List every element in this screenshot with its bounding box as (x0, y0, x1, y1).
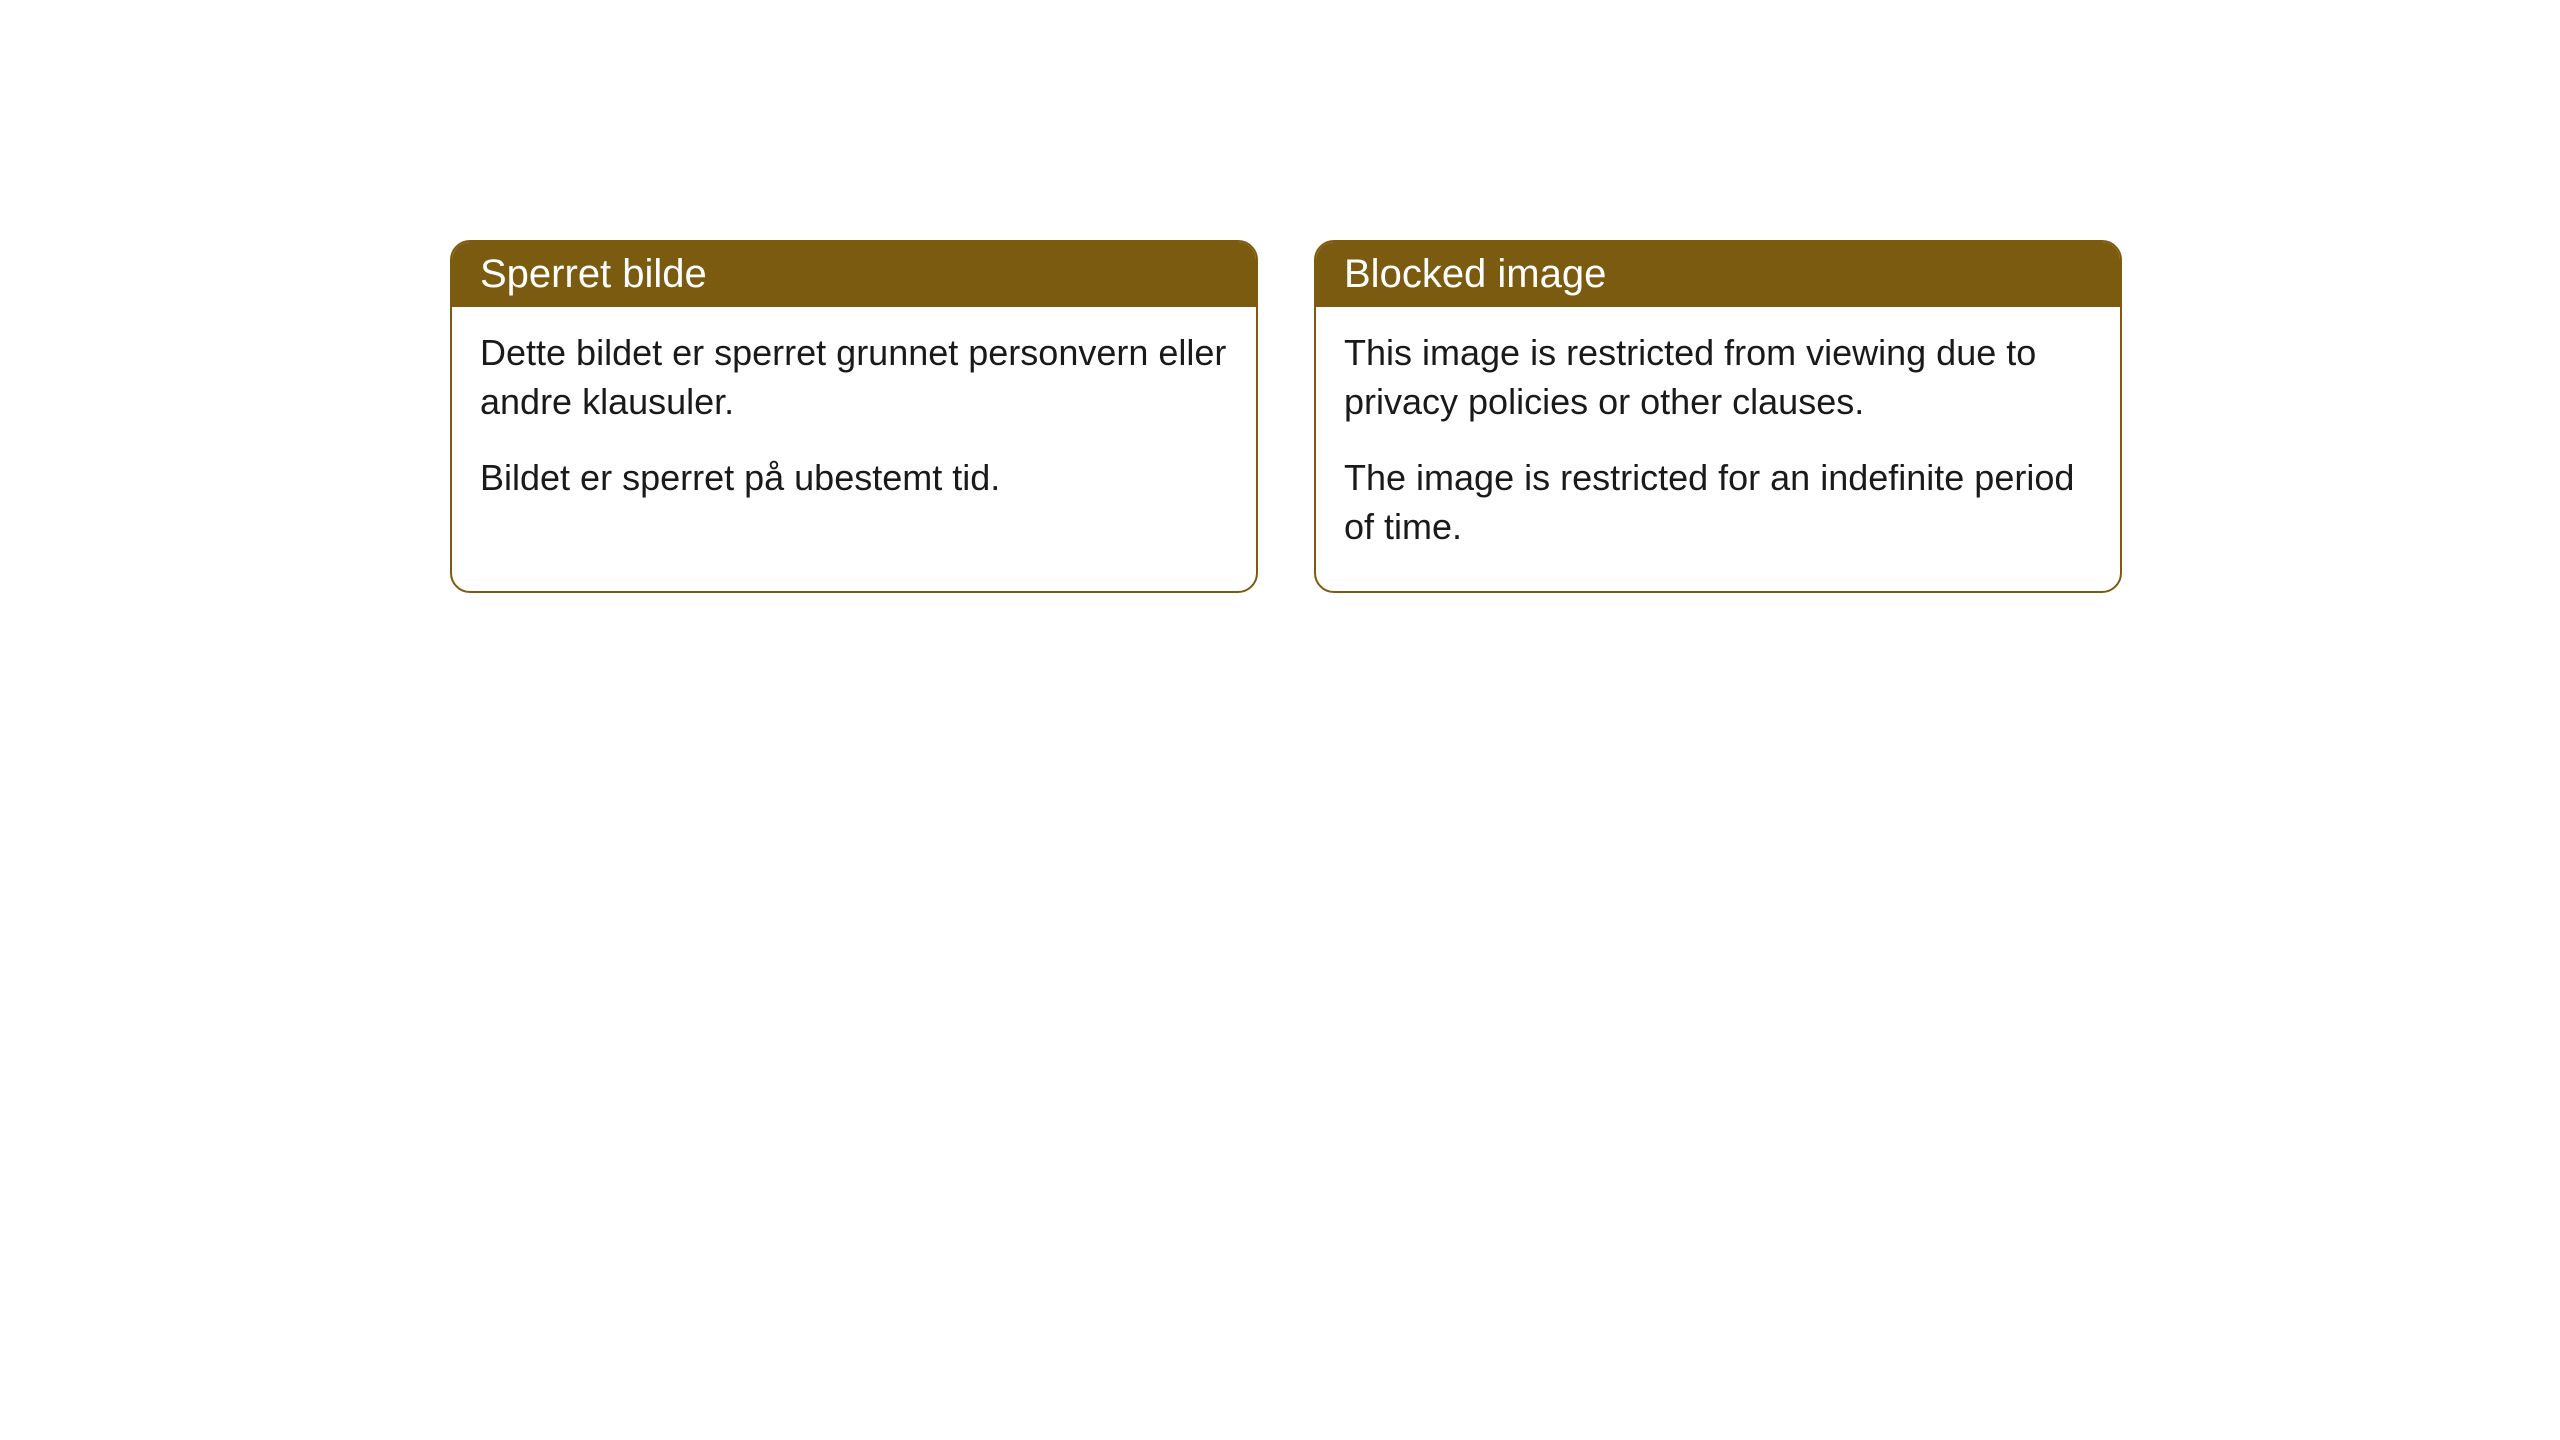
card-paragraph: Bildet er sperret på ubestemt tid. (480, 454, 1228, 503)
card-title: Sperret bilde (480, 252, 707, 296)
card-body-english: This image is restricted from viewing du… (1316, 307, 2120, 591)
card-title: Blocked image (1344, 252, 1606, 296)
card-paragraph: Dette bildet er sperret grunnet personve… (480, 329, 1228, 426)
card-container: Sperret bilde Dette bildet er sperret gr… (450, 240, 2122, 593)
card-norwegian: Sperret bilde Dette bildet er sperret gr… (450, 240, 1258, 593)
card-header-english: Blocked image (1316, 242, 2120, 307)
card-paragraph: This image is restricted from viewing du… (1344, 329, 2092, 426)
card-body-norwegian: Dette bildet er sperret grunnet personve… (452, 307, 1256, 543)
card-paragraph: The image is restricted for an indefinit… (1344, 454, 2092, 551)
card-header-norwegian: Sperret bilde (452, 242, 1256, 307)
card-english: Blocked image This image is restricted f… (1314, 240, 2122, 593)
